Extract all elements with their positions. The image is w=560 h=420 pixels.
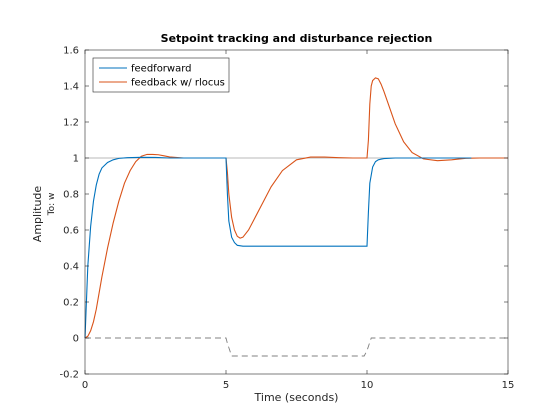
series-line-1 (84, 77, 508, 339)
y-axis-sublabel: To: w (47, 193, 57, 217)
x-tick-label: 0 (82, 380, 88, 391)
y-tick-label: 0 (73, 334, 79, 345)
x-axis-label: Time (seconds) (254, 391, 339, 404)
x-tick-label: 10 (361, 380, 374, 391)
legend-box (92, 57, 230, 93)
y-tick-label: 1.4 (63, 82, 79, 93)
y-tick-label: 0.6 (63, 226, 79, 237)
y-tick-label: 1.6 (63, 46, 79, 57)
y-tick-label: 0.2 (63, 298, 79, 309)
y-tick-label: 1.2 (63, 118, 79, 129)
legend-label: feedback w/ rlocus (131, 78, 225, 89)
series-line-0 (84, 156, 472, 339)
y-tick-label: 1 (73, 154, 79, 165)
legend: feedforward feedback w/ rlocus (92, 57, 230, 93)
y-axis-label: Amplitude (31, 186, 44, 243)
y-tick-label: -0.2 (59, 370, 79, 381)
series-layer (84, 77, 508, 357)
legend-label: feedforward (131, 64, 192, 75)
plot-frame (84, 49, 509, 375)
x-tick-label: 5 (223, 380, 229, 391)
plot-area (85, 50, 508, 374)
series-disturbance-line (85, 337, 508, 357)
y-tick-label: 0.8 (63, 190, 79, 201)
x-tick-label: 15 (502, 380, 515, 391)
ticks-layer: 0 5 10 15-0.200.20.40.60.811.21.41.6 (59, 46, 514, 392)
y-tick-label: 0.4 (63, 262, 79, 273)
chart-title: Setpoint tracking and disturbance reject… (161, 32, 433, 45)
